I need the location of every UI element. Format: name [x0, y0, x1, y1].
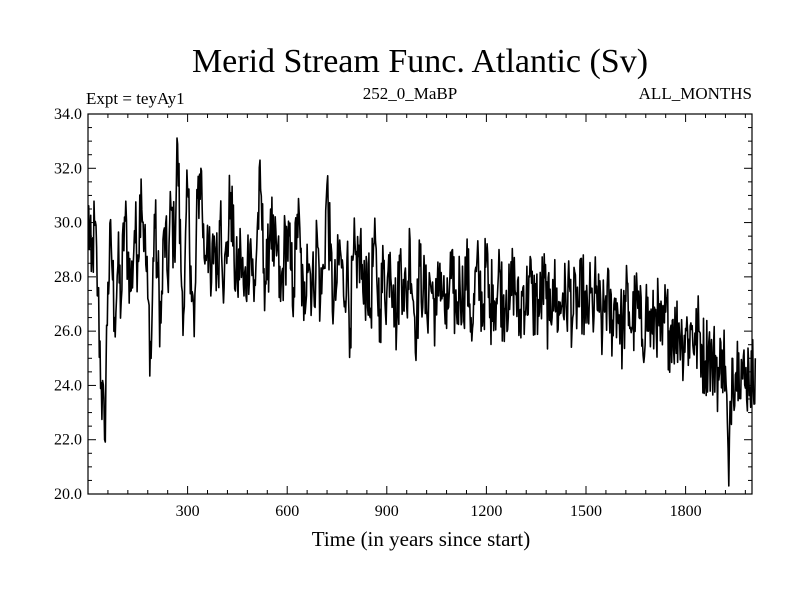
chart-subtitle-experiment: Expt = teyAy1 [86, 89, 185, 108]
y-axis: 20.0 22.0 24.0 26.0 28.0 30.0 32.0 34.0 [54, 106, 752, 503]
y-tick-label: 26.0 [54, 323, 82, 340]
y-tick-label: 24.0 [54, 377, 82, 394]
y-tick-label: 34.0 [54, 106, 82, 123]
x-tick-label: 1500 [570, 503, 602, 520]
y-tick-label: 30.0 [54, 215, 82, 232]
series-line [87, 137, 757, 487]
plot-frame [87, 113, 753, 495]
x-tick-label: 1800 [670, 503, 702, 520]
y-tick-label: 20.0 [54, 486, 82, 503]
y-tick-label: 28.0 [54, 269, 82, 286]
x-tick-label: 900 [375, 503, 399, 520]
chart-title: Merid Stream Func. Atlantic (Sv) [192, 43, 648, 80]
chart-subtitle-months: ALL_MONTHS [639, 84, 752, 103]
y-tick-label: 22.0 [54, 432, 82, 449]
x-axis: 300 600 900 1200 1500 1800 [107, 114, 746, 520]
chart-subtitle-period: 252_0_MaBP [363, 84, 457, 103]
x-tick-label: 600 [275, 503, 299, 520]
x-axis-label: Time (in years since start) [312, 527, 531, 551]
x-tick-label: 1200 [470, 503, 502, 520]
y-tick-label: 32.0 [54, 160, 82, 177]
x-tick-label: 300 [176, 503, 200, 520]
